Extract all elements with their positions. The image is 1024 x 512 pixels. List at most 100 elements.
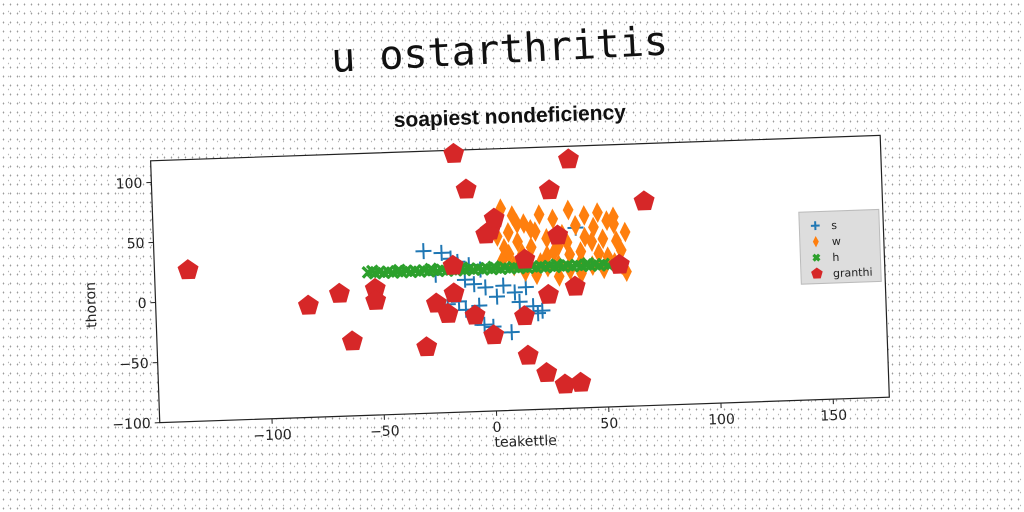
- x-axis-label: teakettle: [494, 433, 557, 451]
- data-point-w: [579, 226, 591, 248]
- y-tick-label: −100: [112, 416, 151, 433]
- data-point-granthi: [633, 190, 655, 211]
- data-point-granthi: [514, 248, 536, 269]
- data-point-w: [619, 221, 631, 243]
- data-point-granthi: [297, 294, 319, 315]
- data-point-w: [578, 205, 590, 226]
- data-point-w: [541, 228, 553, 249]
- data-point-w: [502, 222, 514, 243]
- data-point-w: [597, 228, 609, 250]
- plot-area: −100 −50 0 50 100 150 −100 −50 0 50 100 swh granthi…: [83, 134, 890, 451]
- data-point-s: [506, 284, 523, 301]
- data-point-granthi: [443, 142, 465, 163]
- data-point-granthi: [517, 344, 539, 365]
- data-point-w: [533, 204, 545, 225]
- data-point-granthi: [455, 178, 477, 199]
- data-point-granthi: [536, 362, 558, 383]
- legend-label: h: [832, 251, 839, 264]
- x-tick-label: −100: [253, 427, 292, 444]
- x-tick-label: 50: [600, 416, 618, 433]
- data-point-granthi: [514, 305, 535, 326]
- data-point-w: [601, 210, 613, 231]
- data-point-s: [495, 277, 512, 294]
- data-point-s: [511, 293, 528, 310]
- data-point-granthi: [364, 277, 386, 298]
- legend-label: w: [832, 235, 841, 248]
- data-point-w: [570, 215, 581, 236]
- data-point-s: [433, 244, 450, 261]
- data-marks: [177, 142, 655, 394]
- data-point-h: [550, 257, 564, 272]
- legend-marker-granthi: [811, 267, 823, 279]
- data-point-granthi: [464, 304, 486, 325]
- data-point-granthi: [365, 289, 387, 310]
- x-tick-label: 100: [708, 412, 735, 429]
- data-point-s: [476, 316, 493, 333]
- data-point-w: [541, 244, 553, 266]
- data-point-w: [495, 198, 507, 220]
- y-axis-label: thoron: [83, 282, 101, 328]
- data-point-granthi: [177, 259, 199, 280]
- data-point-h: [365, 264, 379, 278]
- legend-marker-h: [812, 253, 821, 262]
- plot-frame: [149, 134, 890, 424]
- data-point-s: [503, 324, 520, 341]
- data-point-granthi: [442, 254, 464, 275]
- data-point-w: [588, 216, 599, 238]
- data-point-granthi: [547, 224, 569, 245]
- data-point-granthi: [564, 275, 586, 296]
- legend-label: granthi: [833, 266, 873, 280]
- legend-marker-w: [812, 235, 819, 248]
- data-point-granthi: [328, 282, 350, 303]
- data-point-granthi: [554, 373, 576, 394]
- data-point-granthi: [570, 371, 592, 392]
- series-granthi: [177, 142, 655, 394]
- data-point-granthi: [538, 283, 559, 304]
- y-tick-label: 50: [126, 236, 144, 253]
- x-tick-label: 0: [492, 420, 501, 436]
- data-point-granthi: [538, 179, 560, 200]
- data-point-granthi: [483, 207, 505, 228]
- data-point-w: [548, 242, 560, 263]
- data-point-w: [611, 230, 622, 252]
- data-point-h: [424, 262, 438, 276]
- data-point-w: [511, 213, 523, 235]
- data-point-h: [487, 260, 501, 274]
- data-point-s: [477, 279, 494, 296]
- data-point-w: [512, 231, 523, 253]
- y-tick-label: 0: [137, 296, 146, 312]
- chart-title: soapiest nondeficiency: [393, 101, 626, 132]
- data-point-granthi: [341, 330, 363, 351]
- legend-label: s: [831, 219, 837, 232]
- y-tick-label: 100: [115, 176, 142, 193]
- data-point-h: [392, 263, 406, 277]
- data-point-w: [547, 208, 559, 230]
- legend-box: [798, 208, 882, 285]
- y-tick-label: −50: [119, 356, 149, 373]
- data-point-h: [581, 256, 595, 270]
- data-point-s: [466, 276, 483, 293]
- data-point-granthi: [416, 336, 438, 357]
- data-point-granthi: [443, 282, 465, 303]
- data-point-w: [553, 266, 565, 287]
- data-point-granthi: [558, 148, 579, 169]
- data-point-s: [415, 243, 432, 260]
- data-point-w: [498, 237, 510, 259]
- data-point-w: [525, 218, 536, 240]
- data-point-s: [534, 302, 551, 319]
- data-point-granthi: [425, 292, 447, 313]
- x-tick-label: −50: [370, 423, 400, 440]
- data-point-w: [562, 199, 574, 221]
- legend: swh granthi: [798, 208, 882, 285]
- data-point-w: [525, 236, 537, 258]
- data-point-granthi: [437, 302, 459, 324]
- data-point-w: [592, 202, 603, 223]
- data-point-w: [593, 243, 605, 264]
- data-point-granthi: [608, 253, 630, 274]
- data-point-granthi: [483, 324, 505, 345]
- data-point-w: [575, 241, 587, 262]
- legend-marker-s: [810, 221, 820, 231]
- axis-ticks: −100 −50 0 50 100 150 −100 −50 0 50 100: [112, 176, 847, 445]
- x-tick-label: 150: [820, 408, 847, 425]
